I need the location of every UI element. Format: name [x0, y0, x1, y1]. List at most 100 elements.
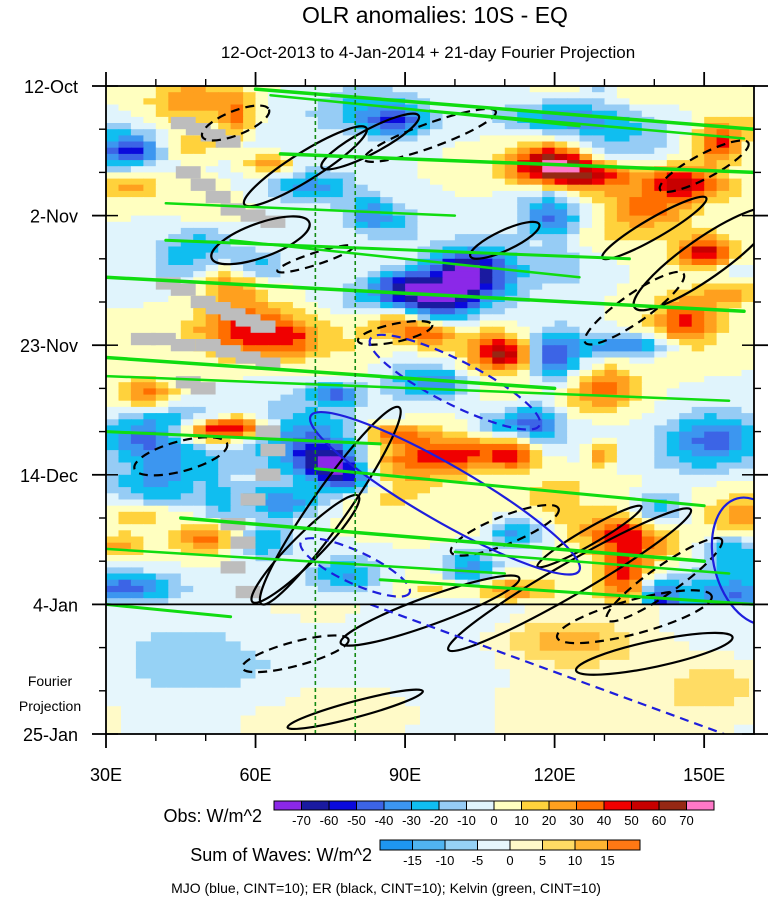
obs-cell	[118, 357, 132, 365]
obs-cell	[392, 123, 406, 130]
obs-cell	[330, 166, 344, 173]
obs-cell	[741, 160, 754, 167]
obs-cell	[666, 184, 680, 192]
obs-cell	[342, 592, 356, 599]
obs-cell	[205, 104, 219, 112]
obs-cell	[143, 598, 157, 605]
obs-cell	[554, 166, 568, 173]
obs-cell	[616, 419, 630, 427]
projection-cell	[449, 659, 466, 670]
projection-cell	[539, 697, 556, 707]
obs-cell	[168, 351, 182, 359]
obs-cell	[691, 271, 705, 278]
obs-cell	[729, 172, 743, 180]
obs-cell	[579, 406, 593, 414]
obs-cell	[118, 542, 132, 550]
obs-cell	[529, 172, 543, 180]
obs-cell	[467, 443, 481, 451]
obs-cell	[504, 456, 518, 464]
obs-cell	[392, 178, 406, 186]
obs-cell	[168, 425, 182, 433]
obs-cell	[380, 592, 394, 599]
obs-cell	[654, 240, 668, 248]
obs-cell	[417, 209, 431, 217]
projection-cell	[599, 622, 616, 633]
obs-cell	[292, 339, 306, 346]
obs-cell	[679, 369, 693, 377]
obs-cell	[504, 394, 518, 402]
projection-cell	[659, 622, 675, 633]
obs-cell	[193, 567, 207, 575]
obs-cell	[255, 277, 269, 285]
obs-cell	[305, 493, 319, 501]
obs-cell	[679, 116, 693, 124]
obs-cell	[380, 98, 394, 106]
projection-cell	[255, 632, 272, 643]
obs-cell	[143, 227, 157, 235]
projection-cell	[599, 659, 616, 670]
obs-cell	[218, 178, 232, 186]
obs-cell	[517, 86, 531, 93]
obs-cell	[729, 252, 743, 260]
obs-cell	[355, 240, 369, 248]
obs-cell	[243, 110, 257, 118]
obs-cell	[492, 258, 506, 266]
obs-cell	[629, 271, 643, 278]
obs-cell	[616, 123, 630, 130]
obs-cell	[106, 419, 120, 427]
obs-cell	[517, 487, 531, 494]
obs-cell	[442, 573, 456, 581]
projection-cell	[449, 622, 466, 633]
obs-cell	[579, 555, 593, 562]
obs-cell	[592, 376, 606, 383]
projection-cell	[435, 687, 451, 698]
obs-cell	[118, 369, 132, 377]
obs-cell	[504, 450, 518, 457]
obs-cell	[430, 110, 444, 118]
obs-cell	[579, 116, 593, 124]
obs-cell	[355, 573, 369, 581]
obs-cell	[666, 141, 680, 149]
obs-cell	[417, 277, 431, 285]
obs-cell	[604, 252, 618, 260]
obs-cell	[741, 283, 754, 291]
obs-cell	[567, 203, 581, 211]
obs-cell	[529, 86, 543, 93]
obs-cell	[741, 215, 754, 223]
obs-cell	[691, 215, 705, 223]
projection-cell	[614, 687, 630, 698]
obs-cell	[579, 215, 593, 223]
obs-cell	[355, 542, 369, 550]
obs-cell	[292, 431, 306, 439]
obs-cell	[392, 314, 406, 322]
obs-cell	[168, 308, 182, 315]
obs-cell	[729, 351, 743, 359]
obs-cell	[604, 240, 618, 248]
obs-cell	[342, 511, 356, 519]
obs-cell	[629, 153, 643, 161]
obs-cell	[704, 413, 718, 420]
obs-cell	[704, 314, 718, 322]
obs-cell	[679, 518, 693, 525]
obs-cell	[517, 172, 531, 180]
obs-cell	[704, 86, 718, 93]
obs-cell	[504, 190, 518, 198]
obs-cell	[579, 431, 593, 439]
obs-cell	[542, 419, 556, 427]
obs-cell	[592, 209, 606, 217]
obs-cell	[641, 258, 655, 266]
obs-cell	[430, 511, 444, 519]
obs-cell	[641, 184, 655, 192]
obs-cell	[317, 443, 331, 451]
projection-cell	[285, 641, 301, 652]
obs-cell	[130, 413, 144, 420]
obs-cell	[542, 265, 556, 272]
obs-cell	[243, 252, 257, 260]
obs-cell	[355, 116, 369, 124]
obs-cell	[193, 518, 207, 525]
obs-cell	[243, 511, 257, 519]
obs-cell	[666, 437, 680, 445]
obs-cell	[230, 579, 244, 587]
obs-cell	[691, 493, 705, 501]
obs-cell	[292, 135, 306, 143]
